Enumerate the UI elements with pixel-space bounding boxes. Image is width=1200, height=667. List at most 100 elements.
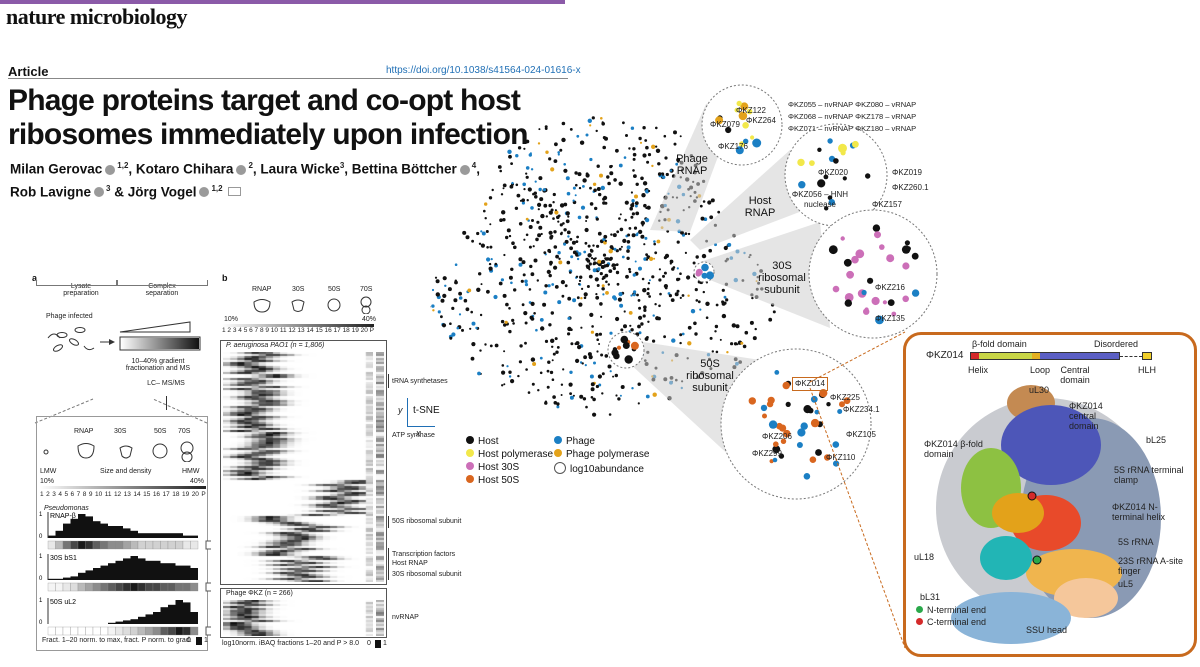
- panel-a-footer: Fract. 1–20 norm. to max, fract. P norm.…: [42, 637, 192, 644]
- tsne-point: [673, 130, 677, 135]
- zoom-point: [867, 277, 874, 284]
- scale-zero: 0: [187, 637, 191, 644]
- orcid-icon[interactable]: [105, 164, 116, 175]
- tsne-point: [618, 247, 622, 251]
- tsne-point: [598, 383, 602, 387]
- tsne-point: [477, 371, 481, 376]
- profile-bar: [108, 622, 116, 624]
- zoom-point: [785, 401, 791, 407]
- author-name[interactable]: Rob Lavigne: [10, 184, 92, 199]
- tsne-point: [635, 182, 639, 186]
- tsne-point: [582, 397, 587, 401]
- tsne-point: [679, 341, 682, 345]
- panel-a-label: a: [32, 273, 38, 283]
- tsne-point: [458, 291, 462, 296]
- fraction-tick: 7: [254, 327, 259, 334]
- tsne-point: [645, 253, 648, 256]
- orcid-icon[interactable]: [94, 187, 105, 197]
- tsne-point: [577, 345, 582, 350]
- legend-swatch: [466, 475, 474, 483]
- tsne-point: [575, 275, 579, 278]
- tsne-point: [571, 240, 576, 245]
- tsne-point: [480, 230, 483, 233]
- tsne-point: [569, 392, 572, 395]
- tsne-point: [601, 259, 606, 264]
- species-label: 50S: [328, 286, 341, 293]
- author-name[interactable]: , Kotaro Chihara: [128, 161, 234, 177]
- tsne-point: [558, 257, 561, 260]
- tsne-point: [462, 230, 467, 235]
- doi-link[interactable]: https://doi.org/10.1038/s41564-024-01616…: [386, 65, 581, 76]
- tsne-point: [544, 339, 549, 343]
- heatmap-frame-phage: [220, 588, 387, 638]
- domain-disordered: Disordered: [1094, 339, 1139, 349]
- phage-heatmap-sidebar: [376, 600, 384, 636]
- profile-bar: [145, 560, 153, 580]
- tsne-point: [431, 288, 435, 292]
- domain-bar: [970, 352, 1120, 360]
- tsne-point: [557, 151, 560, 154]
- tsne-point: [628, 270, 632, 274]
- tsne-point: [725, 298, 729, 302]
- profile-bar: [78, 514, 86, 538]
- profile-bar: [168, 563, 176, 580]
- tsne-point: [471, 321, 476, 326]
- tsne-point: [514, 206, 519, 210]
- tsne-point: [602, 253, 607, 257]
- profile-bar: [168, 604, 176, 624]
- scale-swatch: [196, 637, 202, 645]
- tsne-point: [636, 293, 639, 297]
- tsne-point: [663, 335, 666, 339]
- phage-infected-label: Phage infected: [46, 313, 93, 320]
- axis-x: x: [416, 428, 421, 438]
- axis-y-arrow: [407, 398, 408, 426]
- tsne-point: [435, 279, 440, 284]
- tsne-point: [699, 308, 702, 311]
- affiliation: 2: [248, 161, 253, 170]
- tsne-point: [655, 126, 658, 130]
- label-bl25: bL25: [1146, 435, 1167, 445]
- label-ul30: uL30: [1029, 385, 1050, 395]
- orcid-icon[interactable]: [199, 187, 210, 197]
- zoom-point: [735, 146, 744, 155]
- zoom-point: [840, 150, 846, 156]
- tsne-point: [506, 365, 509, 368]
- profile-bar: [70, 576, 78, 580]
- tsne-point: [632, 147, 636, 151]
- heat-cell: [145, 626, 154, 636]
- label-ul18: uL18: [914, 552, 935, 562]
- tsne-point: [511, 241, 515, 245]
- tsne-point: [585, 405, 588, 409]
- tsne-point: [501, 384, 504, 387]
- tsne-point: [612, 266, 616, 271]
- label-kz260: ΦKZ260.1: [892, 183, 929, 192]
- heat-cell: [85, 626, 94, 636]
- author-name[interactable]: & Jörg Vogel: [110, 184, 197, 199]
- tsne-point: [623, 310, 626, 313]
- tsne-point: [600, 315, 603, 318]
- zoom-point: [837, 409, 843, 414]
- tsne-point: [508, 154, 512, 159]
- affiliation: 4: [471, 161, 477, 170]
- tsne-point: [643, 308, 647, 312]
- bracket: [36, 280, 118, 286]
- tsne-point: [489, 344, 493, 348]
- tsne-point: [551, 283, 555, 286]
- tsne-point: [623, 156, 627, 159]
- tsne-point: [484, 343, 487, 346]
- author-name[interactable]: , Laura Wicke: [252, 161, 340, 177]
- orcid-icon[interactable]: [459, 164, 470, 175]
- label-kz014[interactable]: ΦKZ014: [792, 377, 828, 391]
- tsne-point: [560, 231, 563, 234]
- email-icon[interactable]: [228, 187, 242, 196]
- tsne-point: [556, 346, 560, 349]
- orcid-icon[interactable]: [236, 164, 247, 175]
- tsne-point: [588, 268, 591, 271]
- tsne-point: [532, 245, 535, 248]
- author-name[interactable]: Milan Gerovac: [10, 161, 103, 177]
- profile-bar: [160, 607, 168, 624]
- tsne-point: [590, 330, 594, 334]
- tsne-point: [557, 214, 561, 218]
- author-name[interactable]: , Bettina Böttcher: [344, 161, 457, 177]
- tsne-point: [730, 342, 734, 346]
